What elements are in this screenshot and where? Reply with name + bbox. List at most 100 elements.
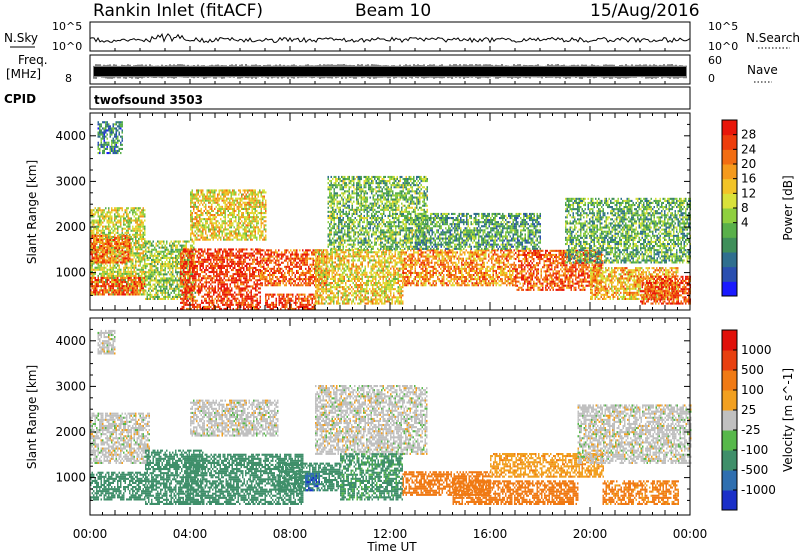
heatmap-cell: [168, 267, 170, 269]
heatmap-cell: [113, 125, 115, 127]
freq-label: Freq.: [18, 53, 48, 67]
heatmap-cell: [138, 252, 140, 254]
heatmap-cell: [99, 152, 101, 154]
heatmap-cell: [120, 236, 122, 238]
heatmap-cell: [108, 207, 110, 209]
heatmap-cell: [150, 243, 152, 245]
heatmap-cell: [119, 259, 121, 261]
heatmap-cell: [207, 275, 209, 277]
heatmap-cell: [116, 275, 118, 277]
heatmap-cell: [137, 246, 139, 248]
heatmap-cell: [192, 296, 194, 298]
heatmap-cell: [192, 273, 194, 275]
heatmap-cell: [157, 269, 159, 271]
heatmap-cell: [108, 291, 110, 293]
heatmap-cell: [114, 228, 116, 230]
heatmap-cell: [110, 277, 112, 279]
heatmap-cell: [131, 273, 133, 275]
heatmap-cell: [157, 271, 159, 273]
heatmap-cell: [128, 226, 130, 228]
heatmap-cell: [169, 245, 171, 247]
heatmap-cell: [135, 289, 137, 291]
heatmap-cell: [140, 269, 142, 271]
heatmap-cell: [114, 144, 116, 146]
heatmap-cell: [210, 248, 212, 250]
heatmap-cell: [197, 261, 199, 263]
heatmap-cell: [95, 213, 97, 215]
heatmap-cell: [114, 247, 116, 249]
heatmap-cell: [108, 275, 110, 277]
heatmap-cell: [221, 267, 223, 269]
heatmap-cell: [148, 284, 150, 286]
heatmap-cell: [141, 283, 143, 285]
heatmap-cell: [119, 226, 121, 228]
heatmap-cell: [123, 285, 125, 287]
heatmap-cell: [203, 251, 205, 253]
heatmap-cell: [153, 275, 155, 277]
heatmap-cell: [102, 215, 104, 217]
heatmap-cell: [180, 277, 182, 279]
heatmap-cell: [182, 300, 184, 302]
heatmap-cell: [148, 257, 150, 259]
heatmap-cell: [138, 261, 140, 263]
heatmap-cell: [215, 275, 217, 277]
heatmap-cell: [129, 283, 131, 285]
heatmap-cell: [105, 239, 107, 241]
heatmap-cell: [122, 253, 124, 255]
heatmap-cell: [218, 294, 220, 296]
heatmap-cell: [135, 281, 137, 283]
heatmap-cell: [117, 230, 119, 232]
heatmap-cell: [169, 259, 171, 261]
heatmap-cell: [122, 144, 124, 146]
heatmap-cell: [222, 267, 224, 269]
heatmap-cell: [134, 281, 136, 283]
heatmap-cell: [135, 217, 137, 219]
heatmap-cell: [147, 263, 149, 265]
heatmap-cell: [183, 298, 185, 300]
heatmap-cell: [203, 296, 205, 298]
heatmap-cell: [200, 265, 202, 267]
heatmap-cell: [104, 269, 106, 271]
heatmap-cell: [138, 254, 140, 256]
heatmap-cell: [197, 292, 199, 294]
heatmap-cell: [162, 263, 164, 265]
heatmap-cell: [212, 304, 214, 306]
heatmap-cell: [107, 235, 109, 237]
heatmap-cell: [92, 235, 94, 237]
heatmap-cell: [119, 134, 121, 136]
heatmap-cell: [193, 247, 195, 249]
heatmap-cell: [216, 279, 218, 281]
heatmap-cell: [160, 243, 162, 245]
heatmap-cell: [189, 271, 191, 273]
heatmap-cell: [134, 269, 136, 271]
heatmap-cell: [119, 127, 121, 129]
heatmap-cell: [183, 251, 185, 253]
heatmap-cell: [200, 290, 202, 292]
heatmap-cell: [203, 265, 205, 267]
heatmap-cell: [111, 148, 113, 150]
heatmap-cell: [201, 261, 203, 263]
heatmap-cell: [177, 241, 179, 243]
heatmap-cell: [99, 144, 101, 146]
station-title: Rankin Inlet (fitACF): [93, 1, 263, 21]
heatmap-cell: [132, 207, 134, 209]
heatmap-cell: [200, 292, 202, 294]
heatmap-cell: [204, 277, 206, 279]
heatmap-cell: [140, 213, 142, 215]
heatmap-cell: [162, 290, 164, 292]
heatmap-cell: [140, 220, 142, 222]
heatmap-cell: [105, 207, 107, 209]
heatmap-cell: [210, 277, 212, 279]
heatmap-cell: [218, 273, 220, 275]
heatmap-cell: [150, 277, 152, 279]
heatmap-cell: [215, 279, 217, 281]
heatmap-cell: [96, 293, 98, 295]
heatmap-cell: [188, 257, 190, 259]
heatmap-cell: [154, 279, 156, 281]
heatmap-cell: [162, 284, 164, 286]
heatmap-cell: [111, 289, 113, 291]
heatmap-cell: [105, 271, 107, 273]
heatmap-cell: [93, 257, 95, 259]
heatmap-cell: [138, 279, 140, 281]
heatmap-cell: [119, 237, 121, 239]
